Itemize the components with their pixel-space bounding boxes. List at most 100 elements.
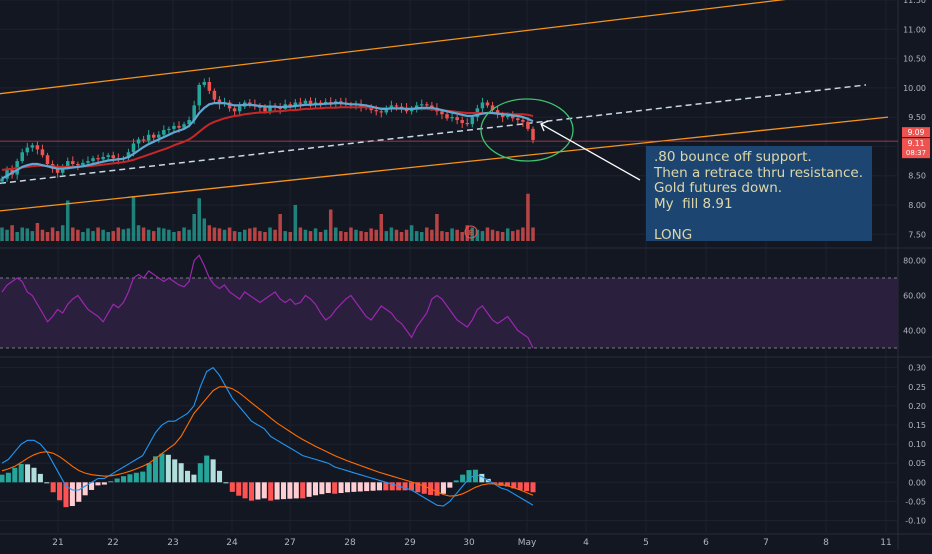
volume-bar <box>96 227 100 241</box>
macd-histogram-bar <box>440 482 446 494</box>
candle-body <box>419 104 424 106</box>
candle-body <box>71 161 75 164</box>
rsi-line <box>1 254 534 349</box>
volume-bar <box>50 227 55 241</box>
time-axis-label: 22 <box>107 538 118 548</box>
volume-bar <box>81 232 85 241</box>
candle-body <box>516 118 520 121</box>
macd-histogram-bar <box>293 482 299 499</box>
macd-histogram-bar <box>197 463 203 483</box>
macd-histogram-bar <box>0 474 5 483</box>
volume-bar <box>344 232 348 241</box>
candle <box>167 126 171 134</box>
macd-line <box>1 366 534 507</box>
volume-bar <box>207 225 212 241</box>
macd-histogram-bar <box>453 480 459 483</box>
macd-histogram-bar <box>421 482 427 494</box>
candle <box>521 116 525 127</box>
macd-histogram-bar <box>274 482 280 500</box>
macd-histogram-bar <box>172 459 178 483</box>
volume-bar <box>258 231 262 241</box>
macd-histogram-bar <box>25 464 31 483</box>
volume-bar <box>172 232 176 241</box>
time-axis-label: 23 <box>167 538 178 548</box>
volume-bar <box>328 209 333 241</box>
candle <box>460 116 464 128</box>
volume-bar <box>359 231 363 241</box>
candle-body <box>531 128 535 140</box>
candle-body <box>521 120 525 122</box>
volume-bar <box>465 225 470 241</box>
candle-body <box>495 110 500 115</box>
volume-bar <box>222 229 227 241</box>
trend-lines <box>0 0 898 212</box>
macd-axis-tick: -0.05 <box>905 497 926 506</box>
time-axis-label: May <box>518 538 537 548</box>
time-axis-label: 21 <box>52 538 63 548</box>
candle-body <box>197 84 201 106</box>
volume-bar <box>298 227 303 241</box>
candle-body <box>187 120 191 125</box>
candle <box>455 114 459 125</box>
candle-body <box>374 110 378 112</box>
macd-histogram-bar <box>146 463 152 483</box>
price-axis-tick: 11.00 <box>903 25 926 34</box>
volume-bar <box>374 229 378 241</box>
support-trendline <box>0 84 867 185</box>
macd-axis-tick: 0.10 <box>908 440 926 449</box>
candle-body <box>505 115 510 118</box>
volume-bar <box>10 225 14 241</box>
volume-bar <box>318 232 323 241</box>
candle-body <box>440 111 444 115</box>
volume-bar <box>65 200 70 241</box>
volume-bar <box>136 225 141 241</box>
fast-moving-average <box>1 101 534 180</box>
time-axis-label: 27 <box>284 538 295 548</box>
candle-body <box>384 108 389 113</box>
macd-histogram-bar <box>460 474 466 483</box>
candle <box>227 100 232 112</box>
volume-bar <box>339 231 343 241</box>
macd-histogram-bar <box>306 482 312 497</box>
volume-bar <box>237 232 242 241</box>
volume-bar <box>379 214 384 241</box>
volume-bar <box>111 231 116 241</box>
upper-channel-line <box>0 0 787 95</box>
volume-bar <box>430 229 434 241</box>
candle-body <box>0 178 4 182</box>
rsi-axis-tick: 40.00 <box>903 327 926 336</box>
volume-bar <box>5 229 9 241</box>
volume-bar <box>242 229 247 241</box>
volume-bar <box>30 231 35 241</box>
macd-histogram-bar <box>69 482 75 507</box>
volume-bar <box>384 231 389 241</box>
macd-histogram-bar <box>210 459 216 483</box>
volume-bar <box>354 229 358 241</box>
candle <box>450 112 454 122</box>
volume-bar <box>263 232 267 241</box>
macd-histogram-bar <box>236 482 242 496</box>
macd-histogram-bar <box>204 455 210 483</box>
candle-body <box>430 105 434 108</box>
candle-body <box>263 107 267 112</box>
macd-histogram-bar <box>332 482 338 494</box>
price-axis-tick: 10.00 <box>903 84 926 93</box>
volume-bar <box>248 228 252 241</box>
macd-histogram-bar <box>37 473 43 483</box>
macd-histogram-bar <box>498 482 504 486</box>
macd-histogram-bar <box>223 482 229 484</box>
macd-histogram-bar <box>185 470 191 483</box>
volume-bar <box>308 231 313 241</box>
candle-body <box>526 121 530 129</box>
time-axis-label: 4 <box>583 538 589 548</box>
volume-bar <box>212 227 217 241</box>
candle-body <box>399 106 404 108</box>
candle-body <box>146 134 151 141</box>
volume-bar <box>146 229 151 241</box>
macd-histogram-bar <box>133 472 139 483</box>
candle-body <box>131 143 136 153</box>
candle-body <box>86 161 90 163</box>
macd-histogram-bar <box>408 482 414 491</box>
candle <box>172 122 176 133</box>
